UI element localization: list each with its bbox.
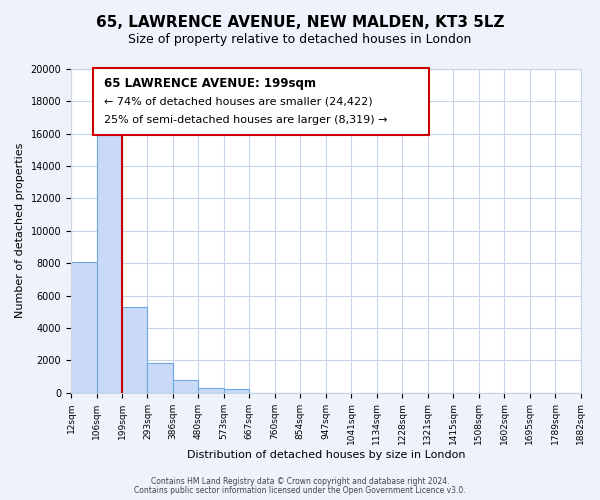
Text: Contains public sector information licensed under the Open Government Licence v3: Contains public sector information licen… <box>134 486 466 495</box>
Bar <box>173 380 199 392</box>
Text: Size of property relative to detached houses in London: Size of property relative to detached ho… <box>128 32 472 46</box>
Bar <box>122 307 148 392</box>
X-axis label: Distribution of detached houses by size in London: Distribution of detached houses by size … <box>187 450 465 460</box>
Text: ← 74% of detached houses are smaller (24,422): ← 74% of detached houses are smaller (24… <box>104 96 373 106</box>
Text: 65, LAWRENCE AVENUE, NEW MALDEN, KT3 5LZ: 65, LAWRENCE AVENUE, NEW MALDEN, KT3 5LZ <box>96 15 504 30</box>
Bar <box>71 262 97 392</box>
Text: 65 LAWRENCE AVENUE: 199sqm: 65 LAWRENCE AVENUE: 199sqm <box>104 76 316 90</box>
Text: 25% of semi-detached houses are larger (8,319) →: 25% of semi-detached houses are larger (… <box>104 115 388 125</box>
Text: Contains HM Land Registry data © Crown copyright and database right 2024.: Contains HM Land Registry data © Crown c… <box>151 477 449 486</box>
Bar <box>224 390 250 392</box>
Bar <box>148 364 173 392</box>
Bar <box>199 388 224 392</box>
Y-axis label: Number of detached properties: Number of detached properties <box>15 143 25 318</box>
Bar <box>97 126 122 392</box>
